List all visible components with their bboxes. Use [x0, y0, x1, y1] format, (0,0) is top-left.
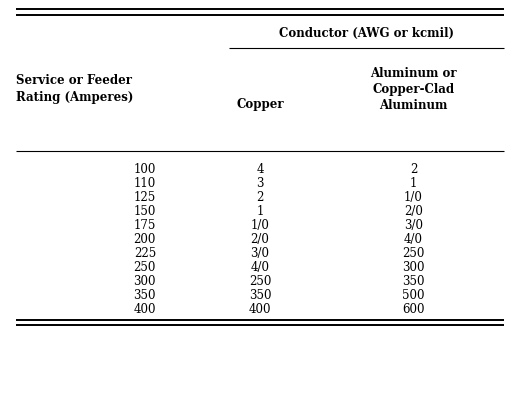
Text: 200: 200 — [134, 233, 156, 246]
Text: 400: 400 — [134, 303, 156, 316]
Text: 1/0: 1/0 — [404, 191, 423, 204]
Text: 350: 350 — [249, 289, 271, 302]
Text: 250: 250 — [134, 261, 156, 274]
Text: 3/0: 3/0 — [251, 247, 269, 260]
Text: 100: 100 — [134, 163, 156, 175]
Text: 150: 150 — [134, 205, 156, 218]
Text: 3: 3 — [256, 177, 264, 190]
Text: 300: 300 — [134, 275, 156, 288]
Text: 500: 500 — [402, 289, 425, 302]
Text: 175: 175 — [134, 219, 156, 232]
Text: 1: 1 — [256, 205, 264, 218]
Text: 250: 250 — [249, 275, 271, 288]
Text: 4: 4 — [256, 163, 264, 175]
Text: 300: 300 — [402, 261, 425, 274]
Text: 250: 250 — [402, 247, 425, 260]
Text: Conductor (AWG or kcmil): Conductor (AWG or kcmil) — [279, 27, 454, 40]
Text: 400: 400 — [249, 303, 271, 316]
Text: 110: 110 — [134, 177, 156, 190]
Text: 350: 350 — [402, 275, 425, 288]
Text: 350: 350 — [134, 289, 156, 302]
Text: 600: 600 — [402, 303, 425, 316]
Text: 2: 2 — [410, 163, 417, 175]
Text: 3/0: 3/0 — [404, 219, 423, 232]
Text: Copper: Copper — [236, 99, 284, 111]
Text: 2/0: 2/0 — [251, 233, 269, 246]
Text: 4/0: 4/0 — [404, 233, 423, 246]
Text: 2: 2 — [256, 191, 264, 204]
Text: 225: 225 — [134, 247, 156, 260]
Text: 1: 1 — [410, 177, 417, 190]
Text: Aluminum or
Copper-Clad
Aluminum: Aluminum or Copper-Clad Aluminum — [370, 67, 457, 112]
Text: 125: 125 — [134, 191, 156, 204]
Text: 1/0: 1/0 — [251, 219, 269, 232]
Text: Service or Feeder
Rating (Amperes): Service or Feeder Rating (Amperes) — [16, 74, 133, 104]
Text: 4/0: 4/0 — [251, 261, 269, 274]
Text: 2/0: 2/0 — [404, 205, 423, 218]
